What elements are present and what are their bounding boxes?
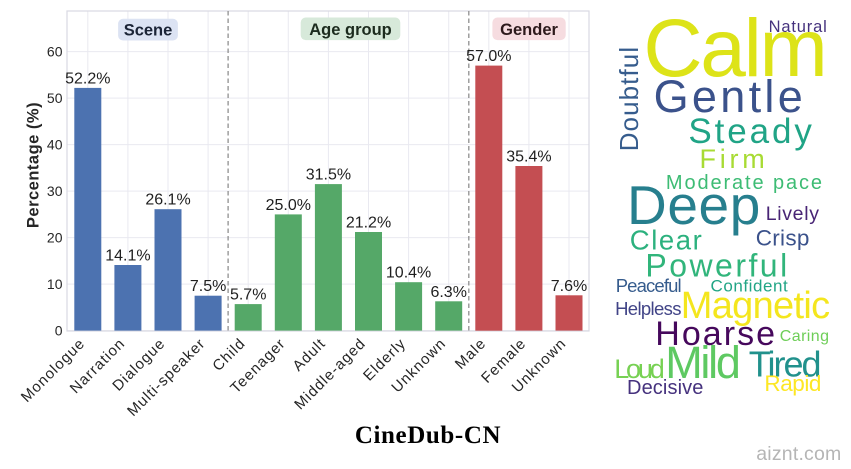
svg-text:Gentle: Gentle	[654, 71, 807, 122]
svg-text:Deep: Deep	[627, 174, 761, 236]
svg-text:Crisp: Crisp	[756, 226, 810, 251]
svg-text:Clear: Clear	[630, 225, 704, 256]
svg-text:60: 60	[47, 44, 63, 60]
svg-text:57.0%: 57.0%	[466, 48, 511, 65]
svg-text:20: 20	[47, 230, 63, 246]
svg-text:50: 50	[47, 90, 63, 106]
svg-text:aiznt.com: aiznt.com	[756, 443, 841, 465]
svg-text:40: 40	[47, 137, 63, 153]
svg-text:Age group: Age group	[309, 21, 392, 39]
svg-text:Hoarse: Hoarse	[655, 315, 777, 353]
svg-text:Loud: Loud	[614, 354, 664, 384]
svg-text:Powerful: Powerful	[645, 248, 789, 284]
svg-text:Percentage (%): Percentage (%)	[25, 102, 43, 228]
svg-text:14.1%: 14.1%	[105, 248, 150, 265]
svg-text:0: 0	[55, 323, 63, 339]
svg-text:Gender: Gender	[500, 21, 558, 39]
svg-text:Scene: Scene	[124, 22, 173, 40]
svg-text:26.1%: 26.1%	[145, 192, 190, 209]
svg-text:Rapid: Rapid	[764, 371, 821, 396]
svg-text:Helpless: Helpless	[615, 298, 681, 319]
svg-text:Confident: Confident	[711, 277, 789, 296]
svg-text:30: 30	[47, 183, 63, 199]
svg-text:21.2%: 21.2%	[346, 215, 391, 232]
svg-text:Calm: Calm	[643, 3, 825, 94]
svg-text:5.7%: 5.7%	[230, 287, 266, 304]
svg-text:Moderate pace: Moderate pace	[666, 172, 824, 194]
svg-text:Peaceful: Peaceful	[616, 275, 681, 296]
svg-text:Magnetic: Magnetic	[681, 285, 830, 327]
svg-text:Doubtful: Doubtful	[614, 46, 644, 151]
svg-text:Firm: Firm	[700, 144, 769, 174]
svg-text:52.2%: 52.2%	[65, 70, 110, 87]
svg-text:Natural: Natural	[769, 18, 828, 36]
svg-text:Decisive: Decisive	[627, 377, 704, 399]
svg-text:Lively: Lively	[766, 203, 820, 225]
svg-text:Caring: Caring	[780, 328, 830, 345]
svg-text:Tired: Tired	[749, 344, 820, 385]
svg-text:10.4%: 10.4%	[386, 265, 431, 282]
svg-text:7.6%: 7.6%	[551, 278, 587, 295]
svg-text:10: 10	[47, 276, 63, 292]
svg-text:25.0%: 25.0%	[266, 197, 311, 214]
svg-text:31.5%: 31.5%	[306, 167, 351, 184]
svg-text:CineDub-CN: CineDub-CN	[355, 422, 501, 449]
svg-text:7.5%: 7.5%	[190, 278, 226, 295]
svg-text:Steady: Steady	[688, 112, 814, 151]
svg-text:6.3%: 6.3%	[430, 284, 466, 301]
svg-text:35.4%: 35.4%	[506, 149, 551, 166]
svg-text:Mild: Mild	[665, 337, 739, 388]
